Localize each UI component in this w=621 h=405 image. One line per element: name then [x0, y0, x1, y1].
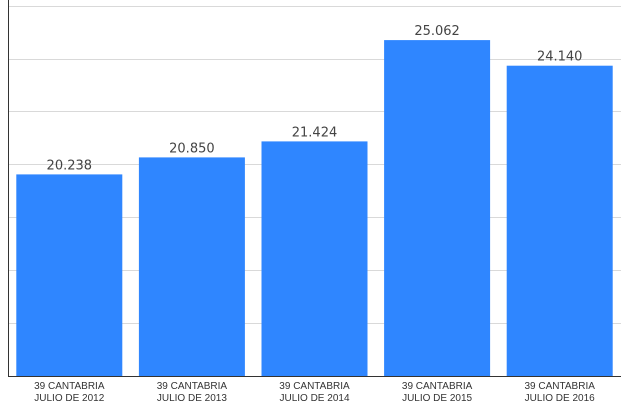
x-tick-label-line: 39 CANTABRIA: [34, 381, 105, 392]
data-label: 21.424: [292, 125, 338, 140]
x-tick-label-line: JULIO DE 2016: [525, 393, 595, 404]
x-tick-label-line: 39 CANTABRIA: [525, 381, 596, 392]
data-label: 20.238: [47, 158, 93, 173]
x-tick-label-line: JULIO DE 2012: [34, 393, 104, 404]
value-labels: 20.238 20.850 21.424 25.062 24.140: [47, 24, 583, 173]
bar: [138, 157, 245, 376]
x-tick-label: 39 CANTABRIA JULIO DE 2015: [402, 381, 473, 404]
bar: [506, 65, 613, 376]
x-tick-label: 39 CANTABRIA JULIO DE 2012: [34, 381, 105, 404]
data-label: 25.062: [414, 24, 460, 39]
x-tick-label-line: JULIO DE 2014: [279, 393, 349, 404]
x-tick-label-line: JULIO DE 2015: [402, 393, 472, 404]
bar: [384, 40, 491, 376]
x-tick-label: 39 CANTABRIA JULIO DE 2016: [525, 381, 596, 404]
data-label: 24.140: [537, 50, 583, 65]
bar: [261, 141, 368, 376]
x-tick-label-line: 39 CANTABRIA: [402, 381, 473, 392]
x-tick-label-line: JULIO DE 2013: [157, 393, 227, 404]
bars: [16, 40, 613, 376]
x-tick-label-line: 39 CANTABRIA: [157, 381, 228, 392]
x-tick-label: 39 CANTABRIA JULIO DE 2013: [157, 381, 228, 404]
data-label: 20.850: [169, 141, 215, 156]
bar: [16, 174, 123, 376]
x-tick-label-line: 39 CANTABRIA: [279, 381, 350, 392]
x-tick-label: 39 CANTABRIA JULIO DE 2014: [279, 381, 350, 404]
